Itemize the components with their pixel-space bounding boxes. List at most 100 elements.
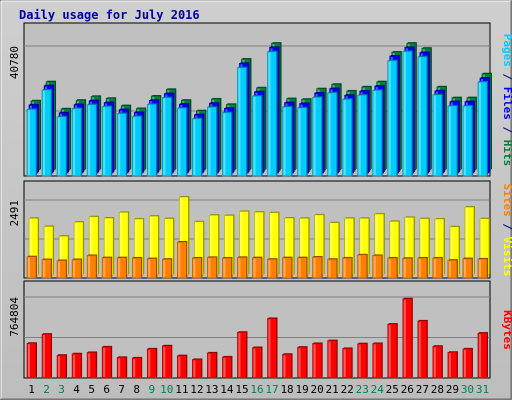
bar-pages-day-19 <box>297 107 307 177</box>
bar-kbytes-day-21 <box>327 340 337 379</box>
bar-highlight <box>253 348 256 377</box>
bar-highlight <box>478 82 481 175</box>
bar-highlight <box>360 219 363 274</box>
bar-kbytes-day-3 <box>56 354 67 379</box>
panel-bottom-max-label: 764804 <box>8 297 21 337</box>
bar-highlight <box>433 95 436 175</box>
bar-highlight <box>90 217 93 274</box>
bar-highlight <box>133 358 136 377</box>
bar-highlight <box>313 258 316 277</box>
axis-label-part: / <box>501 67 512 87</box>
bar-pages-day-22 <box>342 98 352 177</box>
x-tick-label: 4 <box>73 383 80 396</box>
bar-highlight <box>433 258 436 277</box>
x-tick-label: 7 <box>118 383 125 396</box>
bar-highlight <box>105 219 108 274</box>
bar-highlight <box>118 114 121 175</box>
bar-highlight <box>73 260 76 277</box>
x-tick-label: 28 <box>431 383 444 396</box>
bar-pages-day-13 <box>207 106 217 177</box>
bar-sites-day-31 <box>477 258 488 279</box>
bar-highlight <box>43 90 46 175</box>
bar-pages-day-11 <box>177 107 187 177</box>
bar-kbytes-day-22 <box>342 348 352 379</box>
x-tick-label: 17 <box>265 383 278 396</box>
x-tick-label: 20 <box>311 383 324 396</box>
axis-label-part: Files <box>501 87 512 120</box>
bar-pages-day-14 <box>222 112 232 177</box>
bar-highlight <box>403 259 406 277</box>
bar-highlight <box>285 219 288 274</box>
bar-highlight <box>268 52 271 176</box>
bar-sites-day-20 <box>312 256 322 279</box>
bar-highlight <box>223 357 226 377</box>
bar-pages-day-7 <box>116 113 127 177</box>
bar-highlight <box>298 348 301 377</box>
x-tick-label: 14 <box>220 383 234 396</box>
bar-pages-day-25 <box>387 60 398 177</box>
bar-highlight <box>88 105 91 175</box>
bar-highlight <box>88 353 91 377</box>
x-tick-label: 2 <box>43 383 50 396</box>
bar-highlight <box>238 258 241 277</box>
bar-highlight <box>43 335 46 377</box>
bar-highlight <box>268 319 271 377</box>
bar-kbytes-day-6 <box>101 346 112 379</box>
bar-highlight <box>373 256 376 277</box>
bar-sites-day-5 <box>86 255 97 279</box>
bar-highlight <box>330 223 333 274</box>
bar-kbytes-day-23 <box>357 343 368 379</box>
bar-kbytes-day-31 <box>477 332 488 379</box>
x-tick-label: 18 <box>280 383 293 396</box>
panel-middle: 2491 Sites / Visits <box>8 180 512 279</box>
bar-sites-day-21 <box>327 258 337 279</box>
bar-highlight <box>103 347 106 377</box>
bar-sites-day-30 <box>462 258 473 279</box>
bar-highlight <box>433 347 436 377</box>
bar-highlight <box>418 258 421 277</box>
axis-label-part: / <box>501 217 512 237</box>
x-tick-label: 16 <box>250 383 263 396</box>
bar-pages-day-6 <box>101 106 112 177</box>
bar-highlight <box>148 105 151 175</box>
bar-highlight <box>420 219 423 274</box>
bar-highlight <box>358 96 361 175</box>
bar-pages-day-12 <box>192 118 202 177</box>
bar-highlight <box>208 108 211 175</box>
bar-kbytes-day-24 <box>372 343 383 379</box>
bar-pages-day-16 <box>252 95 262 177</box>
bar-sites-day-3 <box>56 260 67 279</box>
bar-highlight <box>298 258 301 277</box>
bar-highlight <box>210 216 213 274</box>
bar-highlight <box>88 256 91 277</box>
x-tick-label: 31 <box>476 383 489 396</box>
bar-sites-day-24 <box>372 255 383 279</box>
bar-kbytes-day-16 <box>252 347 262 379</box>
axis-label-part: Pages <box>501 34 512 67</box>
bar-highlight <box>150 217 153 274</box>
bar-pages-day-15 <box>237 67 247 177</box>
bar-kbytes-day-8 <box>131 357 142 379</box>
bar-highlight <box>283 107 286 175</box>
bar-kbytes-day-11 <box>177 355 187 379</box>
bar-pages-day-24 <box>372 89 383 177</box>
bar-sites-day-16 <box>252 257 262 279</box>
bar-highlight <box>178 242 181 277</box>
x-tick-label: 10 <box>160 383 173 396</box>
bar-kbytes-day-26 <box>402 298 413 379</box>
bar-kbytes-day-19 <box>297 346 307 379</box>
bar-highlight <box>178 109 181 175</box>
axis-label-part: Sites <box>501 184 512 217</box>
bar-kbytes-day-14 <box>222 356 232 379</box>
bar-highlight <box>463 106 466 175</box>
bar-sites-day-7 <box>116 257 127 279</box>
bar-kbytes-day-30 <box>462 348 473 379</box>
chart-title: Daily usage for July 2016 <box>19 8 200 22</box>
bar-highlight <box>208 258 211 277</box>
bar-highlight <box>300 219 303 274</box>
bar-highlight <box>298 108 301 175</box>
bar-highlight <box>163 98 166 175</box>
bar-highlight <box>388 61 391 175</box>
x-tick-label: 25 <box>386 383 399 396</box>
